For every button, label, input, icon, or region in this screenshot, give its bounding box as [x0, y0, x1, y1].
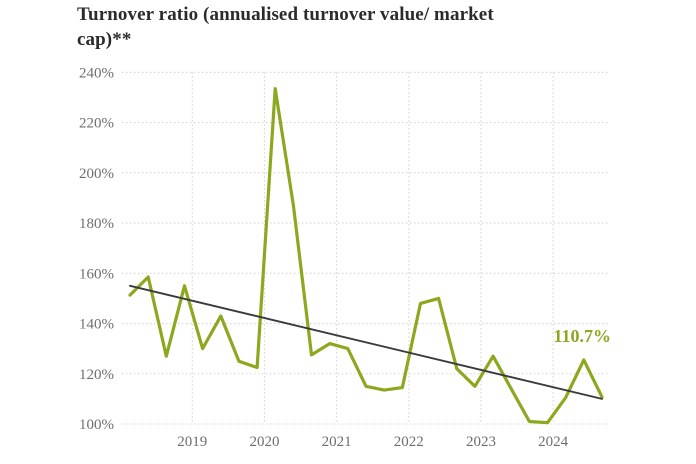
annotation-group: 110.7%: [553, 326, 611, 346]
trend-line-group: [129, 284, 603, 400]
turnover-series-line: [128, 86, 604, 425]
x-axis-tick-label: 2020: [249, 434, 279, 450]
x-axis-tick-label: 2022: [394, 434, 424, 450]
y-axis-tick-label: 160%: [79, 266, 114, 282]
x-axis-tick-label: 2023: [466, 434, 496, 450]
y-axis-tick-label: 220%: [79, 116, 114, 132]
gridlines-group: [122, 71, 610, 425]
turnover-series-group: [128, 86, 604, 425]
chart-title: Turnover ratio (annualised turnover valu…: [77, 2, 637, 52]
y-axis-tick-label: 180%: [79, 216, 114, 232]
chart-title-line: Turnover ratio (annualised turnover valu…: [77, 4, 494, 25]
trend-line: [129, 284, 603, 400]
axis-labels-group: 100% 120% 140% 160% 180% 200% 220% 240% 2019 2020…: [79, 65, 569, 450]
x-axis-tick-label: 2024: [538, 434, 569, 450]
y-axis-tick-label: 240%: [79, 65, 114, 81]
x-axis-tick-label: 2019: [177, 434, 207, 450]
y-axis-tick-label: 120%: [79, 367, 114, 383]
latest-value-label: 110.7%: [553, 326, 611, 346]
x-axis-tick-label: 2021: [322, 434, 352, 450]
y-axis-tick-label: 140%: [79, 317, 114, 333]
chart-title-line: cap)**: [77, 29, 132, 50]
y-axis-tick-label: 200%: [79, 166, 114, 182]
y-axis-tick-label: 100%: [79, 417, 114, 433]
